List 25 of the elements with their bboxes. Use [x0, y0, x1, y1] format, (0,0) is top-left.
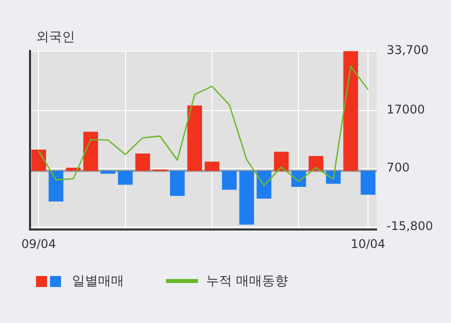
y-tick-label: -15,800: [386, 219, 434, 234]
bar: [83, 132, 98, 171]
legend-label: 일별매매: [72, 273, 124, 290]
bar: [204, 162, 220, 171]
bar: [256, 170, 272, 199]
x-tick-label: 09/04: [21, 236, 56, 251]
bar: [31, 150, 46, 171]
bar: [170, 170, 185, 196]
bar: [360, 170, 376, 195]
bar: [222, 170, 237, 190]
bar: [100, 170, 116, 174]
bar: [187, 105, 202, 171]
bar: [239, 170, 254, 225]
bar: [343, 51, 358, 171]
y-tick-label: 700: [386, 160, 410, 175]
chart-title: 외국인: [36, 29, 75, 46]
bar: [274, 152, 289, 171]
y-tick-label: 17000: [386, 102, 425, 117]
legend-label: 누적 매매동향: [206, 273, 288, 290]
y-tick-label: 33,700: [386, 43, 429, 58]
bar: [308, 156, 324, 171]
x-tick-label: 10/04: [350, 236, 386, 251]
bar: [135, 153, 150, 171]
bar: [48, 170, 64, 202]
bar: [118, 170, 133, 185]
